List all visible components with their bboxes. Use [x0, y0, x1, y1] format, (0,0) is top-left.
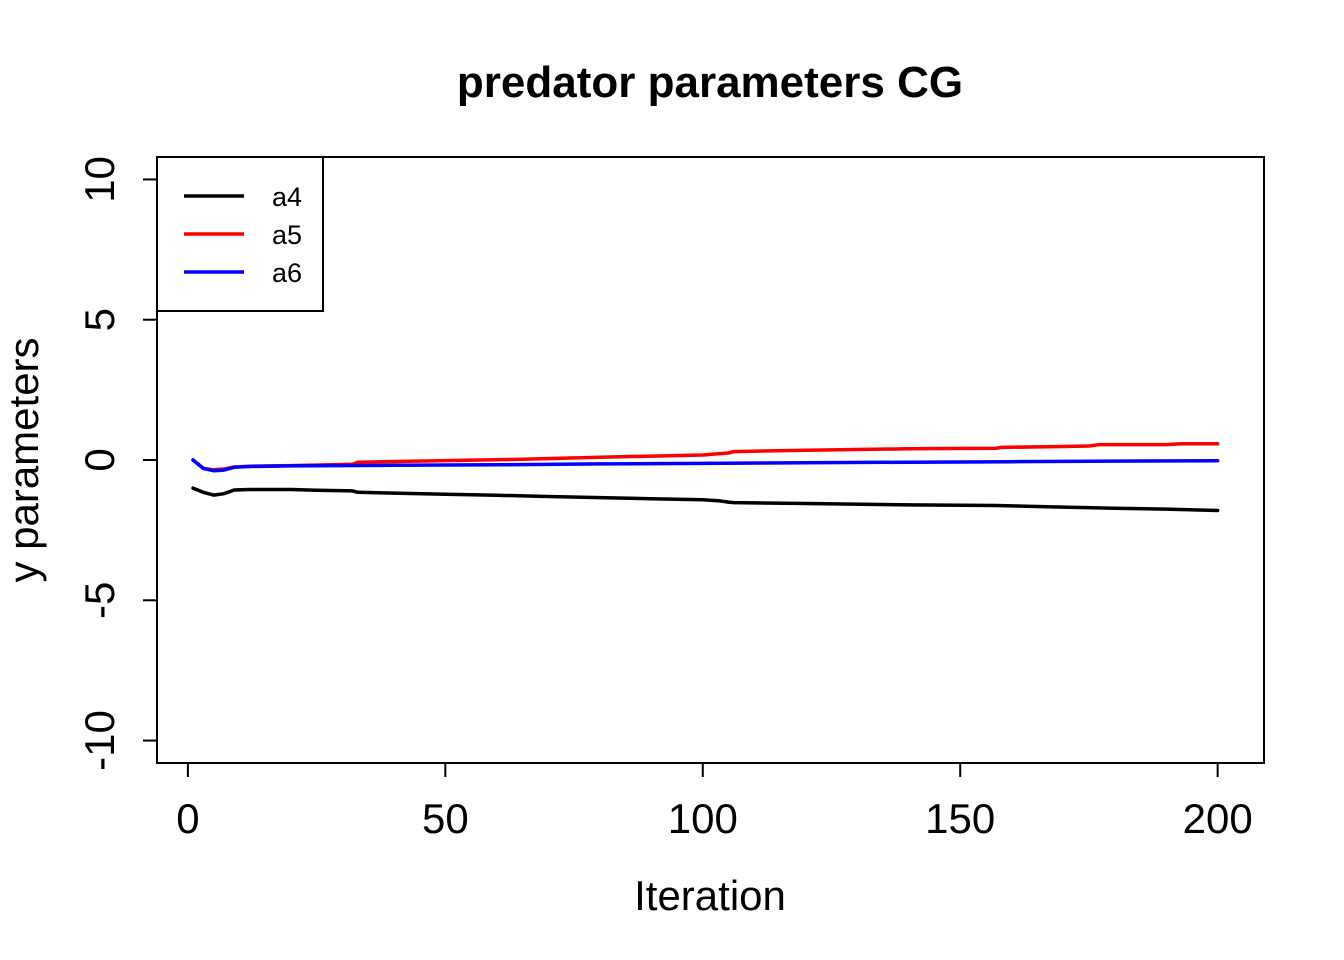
legend: a4 a5 a6: [156, 156, 324, 312]
y-tick-label: -5: [76, 582, 123, 619]
y-tick-label: 0: [76, 448, 123, 471]
chart-title: predator parameters CG: [457, 58, 963, 107]
series-layer: [191, 441, 1220, 513]
y-tick-label: 5: [76, 308, 123, 331]
legend-label-a5: a5: [272, 220, 302, 250]
series-line-a6: [191, 458, 1220, 473]
x-tick-label: 150: [925, 795, 995, 842]
x-tick-label: 100: [668, 795, 738, 842]
y-axis-label: y parameters: [0, 337, 47, 582]
x-tick-label: 50: [422, 795, 469, 842]
legend-label-a6: a6: [272, 258, 302, 288]
legend-label-a4: a4: [272, 182, 302, 212]
x-tick-label: 200: [1183, 795, 1253, 842]
y-tick-label: -10: [76, 710, 123, 771]
y-axis: -10 -5 0 5 10: [76, 156, 158, 771]
x-axis-label: Iteration: [634, 872, 786, 919]
y-tick-label: 10: [76, 156, 123, 203]
x-axis: 0 50 100 150 200: [176, 762, 1253, 842]
series-line-a4: [191, 486, 1220, 513]
x-tick-label: 0: [176, 795, 199, 842]
